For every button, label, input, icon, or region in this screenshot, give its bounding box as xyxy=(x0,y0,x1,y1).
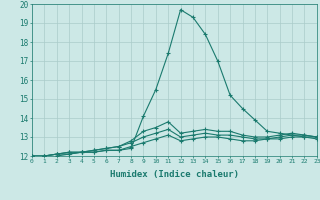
X-axis label: Humidex (Indice chaleur): Humidex (Indice chaleur) xyxy=(110,170,239,179)
